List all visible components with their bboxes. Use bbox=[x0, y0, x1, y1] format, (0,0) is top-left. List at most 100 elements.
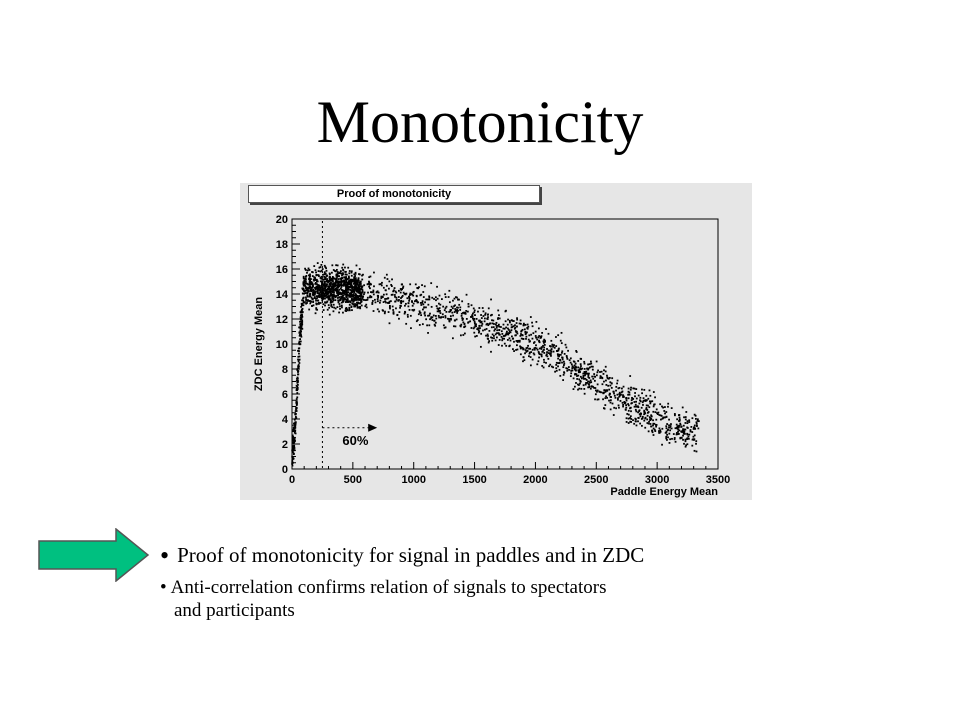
scatter-point bbox=[609, 392, 611, 395]
scatter-point bbox=[334, 299, 337, 302]
scatter-point bbox=[339, 297, 342, 300]
scatter-point bbox=[628, 391, 631, 394]
scatter-point bbox=[358, 268, 361, 270]
scatter-point bbox=[658, 430, 660, 432]
scatter-point bbox=[522, 360, 524, 363]
scatter-point bbox=[547, 357, 550, 360]
scatter-point bbox=[418, 310, 421, 313]
scatter-point bbox=[688, 419, 691, 422]
scatter-point bbox=[621, 401, 624, 404]
scatter-point bbox=[317, 295, 319, 298]
scatter-point bbox=[454, 304, 456, 307]
scatter-point bbox=[609, 401, 612, 404]
scatter-point bbox=[651, 431, 654, 434]
scatter-point bbox=[625, 404, 628, 407]
scatter-point bbox=[501, 337, 504, 340]
scatter-point bbox=[514, 330, 517, 332]
scatter-point bbox=[637, 405, 639, 408]
scatter-point bbox=[304, 282, 307, 285]
scatter-point bbox=[353, 297, 356, 299]
scatter-point bbox=[445, 305, 448, 308]
scatter-point bbox=[491, 333, 494, 336]
scatter-point bbox=[295, 379, 298, 382]
scatter-point bbox=[359, 293, 362, 296]
scatter-point bbox=[353, 299, 356, 302]
scatter-point bbox=[531, 358, 534, 361]
scatter-point bbox=[460, 323, 463, 326]
scatter-point bbox=[539, 337, 542, 339]
scatter-point bbox=[456, 306, 458, 309]
scatter-point bbox=[308, 283, 311, 285]
scatter-point bbox=[483, 320, 486, 323]
scatter-point bbox=[654, 396, 656, 399]
scatter-point bbox=[600, 391, 602, 394]
scatter-point bbox=[625, 421, 628, 423]
scatter-point bbox=[665, 437, 668, 440]
scatter-point bbox=[613, 392, 615, 395]
scatter-point bbox=[630, 410, 632, 413]
scatter-point bbox=[495, 321, 498, 324]
scatter-point bbox=[342, 300, 344, 303]
scatter-point bbox=[519, 345, 521, 348]
scatter-point bbox=[376, 298, 379, 301]
scatter-point bbox=[385, 301, 387, 304]
scatter-point bbox=[323, 271, 326, 274]
scatter-point bbox=[320, 290, 322, 293]
scatter-point bbox=[587, 376, 590, 378]
scatter-point bbox=[331, 285, 334, 288]
scatter-point bbox=[392, 311, 395, 313]
scatter-point bbox=[546, 351, 548, 354]
scatter-point bbox=[341, 274, 343, 277]
scatter-point bbox=[363, 291, 366, 294]
scatter-point bbox=[411, 309, 414, 311]
scatter-point bbox=[490, 336, 492, 339]
scatter-point bbox=[336, 288, 339, 291]
scatter-point bbox=[361, 286, 363, 289]
scatter-point bbox=[372, 310, 375, 312]
scatter-point bbox=[494, 333, 497, 336]
scatter-point bbox=[434, 321, 437, 324]
scatter-point bbox=[315, 290, 317, 293]
scatter-point bbox=[611, 377, 614, 380]
scatter-point bbox=[637, 394, 640, 397]
scatter-point bbox=[348, 270, 351, 272]
scatter-point bbox=[487, 316, 489, 319]
scatter-point bbox=[422, 303, 425, 306]
scatter-point bbox=[528, 355, 530, 358]
scatter-point bbox=[525, 350, 528, 353]
scatter-point bbox=[392, 290, 395, 293]
scatter-point bbox=[671, 437, 673, 440]
scatter-point bbox=[376, 294, 379, 297]
scatter-point bbox=[314, 278, 317, 280]
scatter-point bbox=[308, 300, 311, 302]
scatter-point bbox=[614, 396, 617, 399]
scatter-point bbox=[473, 309, 476, 312]
scatter-point bbox=[350, 281, 353, 284]
scatter-point bbox=[294, 429, 297, 432]
scatter-point bbox=[380, 284, 383, 287]
scatter-point bbox=[578, 384, 580, 386]
scatter-point bbox=[449, 310, 452, 313]
bullet-item-2: • Anti-correlation confirms relation of s… bbox=[160, 577, 760, 623]
scatter-point bbox=[625, 417, 628, 420]
scatter-point bbox=[452, 299, 454, 302]
scatter-point bbox=[550, 351, 553, 353]
scatter-point bbox=[335, 278, 338, 281]
scatter-point bbox=[634, 420, 637, 423]
scatter-point bbox=[666, 433, 669, 436]
scatter-point bbox=[473, 326, 476, 329]
scatter-point bbox=[684, 438, 687, 441]
scatter-point bbox=[593, 373, 596, 375]
scatter-point bbox=[656, 413, 659, 416]
scatter-point bbox=[341, 272, 344, 275]
scatter-point bbox=[536, 338, 539, 341]
scatter-point bbox=[326, 278, 328, 280]
scatter-point bbox=[589, 387, 592, 390]
scatter-point bbox=[323, 275, 326, 278]
scatter-point bbox=[599, 375, 602, 378]
scatter-point bbox=[336, 289, 339, 292]
scatter-point bbox=[319, 266, 322, 268]
scatter-point bbox=[516, 330, 518, 333]
scatter-point bbox=[357, 279, 360, 282]
scatter-point bbox=[453, 311, 456, 313]
